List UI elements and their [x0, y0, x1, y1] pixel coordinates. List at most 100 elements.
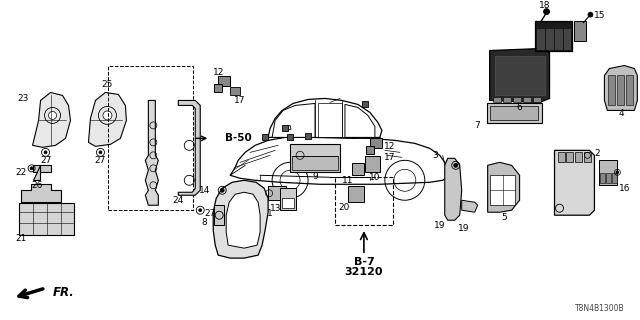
Circle shape [99, 151, 102, 154]
Circle shape [49, 111, 56, 119]
Text: 17: 17 [384, 153, 396, 162]
Bar [612, 173, 618, 183]
Bar [352, 163, 364, 175]
Bar [19, 203, 74, 235]
Text: 7: 7 [474, 121, 479, 130]
Text: 12: 12 [384, 142, 396, 151]
Bar [282, 125, 288, 132]
Bar [362, 101, 368, 108]
Bar [545, 28, 552, 49]
Text: 16: 16 [620, 184, 631, 193]
Text: 19: 19 [458, 224, 470, 233]
Circle shape [44, 151, 47, 154]
Bar [618, 76, 625, 105]
Polygon shape [145, 100, 158, 205]
Bar [262, 134, 268, 140]
Circle shape [199, 209, 202, 212]
Circle shape [454, 163, 458, 167]
Text: 17: 17 [234, 96, 246, 105]
Bar [365, 156, 380, 172]
Text: 2: 2 [595, 149, 600, 158]
Bar [335, 177, 393, 225]
Bar [534, 20, 573, 51]
Text: 5: 5 [502, 213, 508, 222]
Text: 22: 22 [15, 168, 26, 177]
Polygon shape [488, 162, 520, 212]
Text: 1: 1 [268, 209, 273, 218]
Bar [563, 28, 570, 49]
Circle shape [103, 111, 112, 120]
Text: 9: 9 [312, 172, 318, 181]
Bar [490, 175, 515, 205]
Text: 21: 21 [15, 234, 27, 243]
Polygon shape [284, 125, 291, 129]
Polygon shape [33, 92, 70, 147]
Circle shape [30, 167, 33, 170]
Bar [287, 134, 293, 140]
Text: 4: 4 [619, 109, 624, 118]
Bar [575, 152, 582, 162]
Bar [532, 98, 541, 102]
Text: 26: 26 [31, 181, 42, 190]
Polygon shape [318, 103, 342, 137]
Bar [523, 98, 531, 102]
Text: 3: 3 [432, 151, 438, 160]
Bar [566, 152, 573, 162]
Text: B-50: B-50 [225, 133, 252, 143]
Bar [282, 198, 294, 208]
Text: 8: 8 [202, 218, 207, 227]
Bar [290, 144, 340, 172]
Bar [348, 186, 364, 202]
Text: 13: 13 [270, 204, 282, 213]
Polygon shape [604, 66, 637, 110]
Text: 20: 20 [339, 203, 349, 212]
Polygon shape [33, 165, 40, 180]
Circle shape [543, 9, 550, 15]
Bar [214, 205, 224, 225]
Bar [495, 56, 545, 95]
Text: 15: 15 [595, 11, 606, 20]
Bar [370, 138, 382, 148]
Polygon shape [226, 192, 260, 248]
Bar [600, 173, 605, 183]
Bar [305, 133, 311, 140]
Bar [627, 76, 634, 105]
Polygon shape [88, 92, 126, 146]
Text: 19: 19 [434, 221, 445, 230]
Bar [280, 188, 296, 210]
Bar [486, 103, 541, 124]
Text: 12: 12 [212, 68, 224, 77]
Circle shape [616, 171, 619, 174]
Text: FR.: FR. [52, 285, 74, 299]
Bar [490, 107, 538, 120]
Circle shape [220, 188, 224, 192]
Polygon shape [345, 104, 375, 137]
Bar [575, 20, 586, 41]
Polygon shape [20, 184, 61, 202]
Bar [584, 152, 591, 162]
Polygon shape [490, 49, 550, 102]
Bar [218, 76, 230, 86]
Polygon shape [268, 99, 382, 138]
Text: 18: 18 [539, 1, 550, 10]
Polygon shape [230, 136, 448, 184]
Bar [607, 173, 611, 183]
Bar [493, 98, 500, 102]
Text: 6: 6 [516, 103, 522, 112]
Text: 27: 27 [40, 156, 51, 165]
Text: 14: 14 [198, 186, 210, 195]
Bar [554, 28, 561, 49]
Polygon shape [179, 100, 200, 195]
Bar [609, 76, 616, 105]
Polygon shape [33, 165, 51, 172]
Text: 10: 10 [369, 173, 381, 182]
Text: 25: 25 [102, 80, 113, 89]
Text: 27: 27 [95, 156, 106, 165]
Bar [108, 66, 193, 210]
Polygon shape [461, 200, 477, 212]
Bar [268, 186, 286, 200]
Text: 32120: 32120 [345, 267, 383, 277]
Text: 24: 24 [173, 196, 184, 205]
Bar [214, 84, 222, 92]
Bar [292, 156, 338, 170]
